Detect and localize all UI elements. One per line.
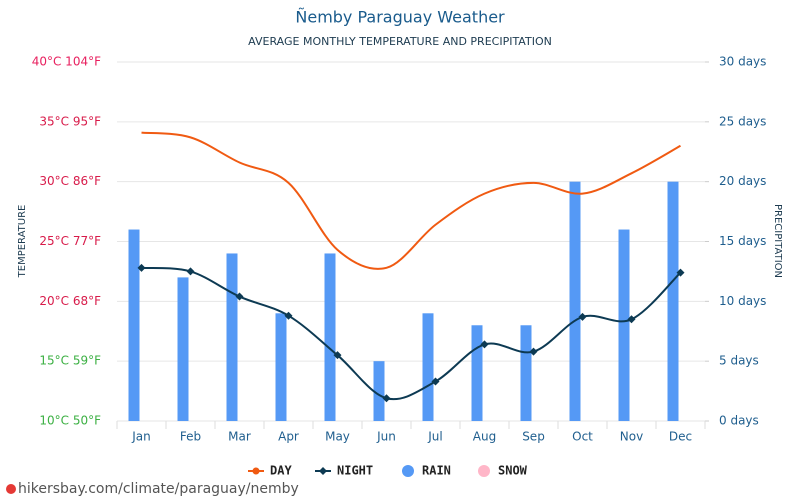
y-tick-label: 20°C 68°F [39, 294, 101, 308]
y-tick-label: 25°C 77°F [39, 234, 101, 248]
y-tick-label: 10°C 50°F [39, 414, 101, 428]
bar [177, 277, 189, 421]
y2-tick-label: 20 days [719, 174, 766, 188]
line-marker [235, 292, 244, 301]
bar [422, 313, 434, 421]
legend-label: DAY [270, 464, 292, 478]
chart-subtitle: AVERAGE MONTHLY TEMPERATURE AND PRECIPIT… [248, 35, 552, 48]
x-tick-label: Mar [228, 430, 251, 444]
line-marker [137, 263, 146, 272]
x-tick-label: Jan [131, 430, 151, 444]
y2-tick-label: 25 days [719, 114, 766, 128]
line-marker [186, 267, 195, 276]
bar [373, 361, 385, 421]
y-tick-label: 30°C 86°F [39, 174, 101, 188]
y-axis-label: TEMPERATURE [17, 205, 28, 279]
x-tick-label: Apr [278, 430, 299, 444]
y-tick-label: 40°C 104°F [32, 55, 101, 69]
y2-tick-label: 15 days [719, 234, 766, 248]
bar [275, 313, 287, 421]
y2-tick-label: 10 days [719, 294, 766, 308]
bar [226, 253, 238, 421]
line-marker [382, 394, 391, 403]
legend-swatch [402, 465, 414, 477]
line-series [141, 131, 681, 270]
bar [324, 253, 336, 421]
line-series [141, 266, 682, 401]
bar [471, 325, 483, 421]
line-marker [431, 377, 440, 386]
source-icon [6, 484, 16, 494]
bar [667, 181, 679, 421]
x-tick-label: May [325, 430, 350, 444]
line-marker [480, 340, 489, 349]
line-marker [676, 268, 685, 277]
y2-axis-label: PRECIPITATION [772, 204, 783, 278]
x-tick-label: Sep [522, 430, 545, 444]
bar [128, 229, 140, 421]
line-marker [284, 311, 293, 320]
y-tick-label: 35°C 95°F [39, 114, 101, 128]
line-marker [529, 347, 538, 356]
legend-swatch [252, 467, 260, 475]
chart-title: Ñemby Paraguay Weather [295, 8, 505, 27]
source: hikersbay.com/climate/paraguay/nemby [18, 481, 299, 497]
y2-tick-label: 30 days [719, 55, 766, 69]
x-tick-label: Jun [376, 430, 396, 444]
legend-swatch [319, 467, 327, 475]
bar [569, 181, 581, 421]
y-tick-label: 15°C 59°F [39, 354, 101, 368]
x-tick-label: Feb [180, 430, 201, 444]
x-tick-label: Oct [572, 430, 593, 444]
legend-label: RAIN [422, 464, 451, 478]
x-tick-label: Dec [669, 430, 692, 444]
bar [520, 325, 532, 421]
x-tick-label: Aug [473, 430, 496, 444]
bar [618, 229, 630, 421]
x-tick-label: Nov [620, 430, 643, 444]
legend-swatch [478, 465, 490, 477]
line-marker [627, 315, 636, 324]
y2-tick-label: 0 days [719, 414, 759, 428]
legend-label: NIGHT [337, 464, 373, 478]
line-marker [333, 351, 342, 360]
y2-tick-label: 5 days [719, 354, 759, 368]
legend-label: SNOW [498, 464, 528, 478]
line-marker [578, 312, 587, 321]
x-tick-label: Jul [427, 430, 442, 444]
